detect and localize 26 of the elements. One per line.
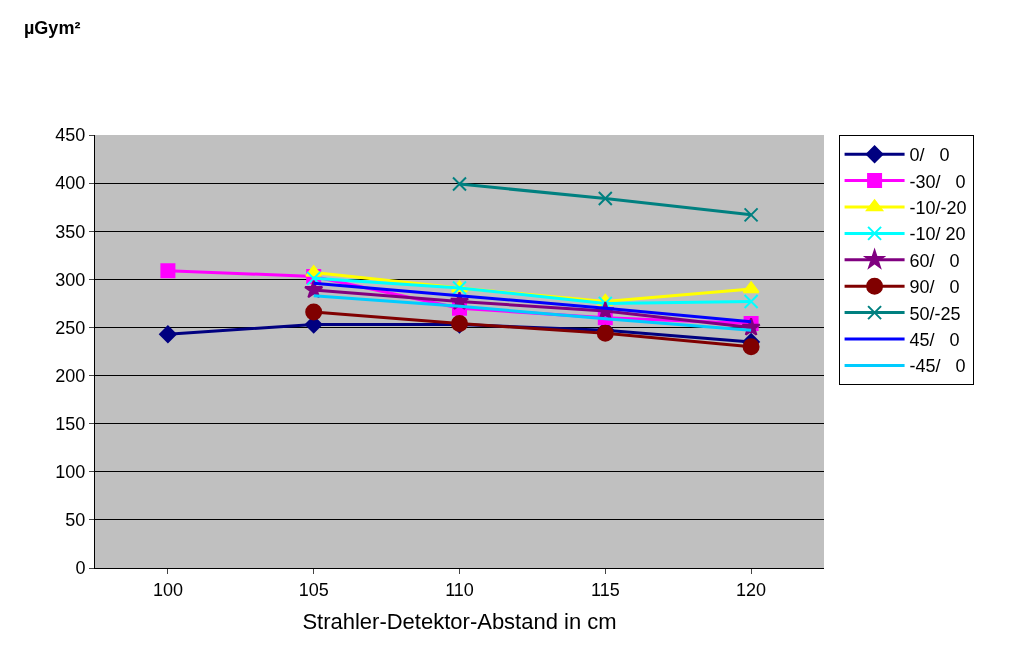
legend-label: -30/ 0 [909,171,966,192]
legend-label: -10/-20 [909,198,967,219]
legend-label: 60/ 0 [909,250,960,271]
x-tick-label: 100 [152,579,183,600]
y-tick-label: 200 [55,365,86,386]
y-tick-label: 350 [55,221,86,242]
y-tick-label: 0 [75,558,86,579]
legend-label: 90/ 0 [909,277,960,298]
y-tick-label: 100 [55,462,86,483]
x-tick-label: 110 [445,579,474,600]
y-tick-label: 150 [55,413,86,434]
y-axis-title: µGym² [24,18,81,38]
y-tick-label: 250 [55,317,86,338]
x-axis-title: Strahler-Detektor-Abstand in cm [302,609,617,635]
legend-label: 0/ 0 [909,145,950,166]
y-tick-label: 300 [55,269,86,290]
legend-label: 45/ 0 [909,330,960,351]
legend-label: -45/ 0 [909,356,966,377]
y-tick-label: 450 [55,125,86,146]
x-tick-label: 120 [736,579,767,600]
y-tick-label: 400 [55,173,86,194]
legend-label: 50/-25 [909,303,961,324]
legend-label: -10/ 20 [909,224,966,245]
x-tick-label: 105 [298,579,329,600]
y-tick-label: 50 [65,510,86,531]
x-tick-label: 115 [590,579,620,600]
